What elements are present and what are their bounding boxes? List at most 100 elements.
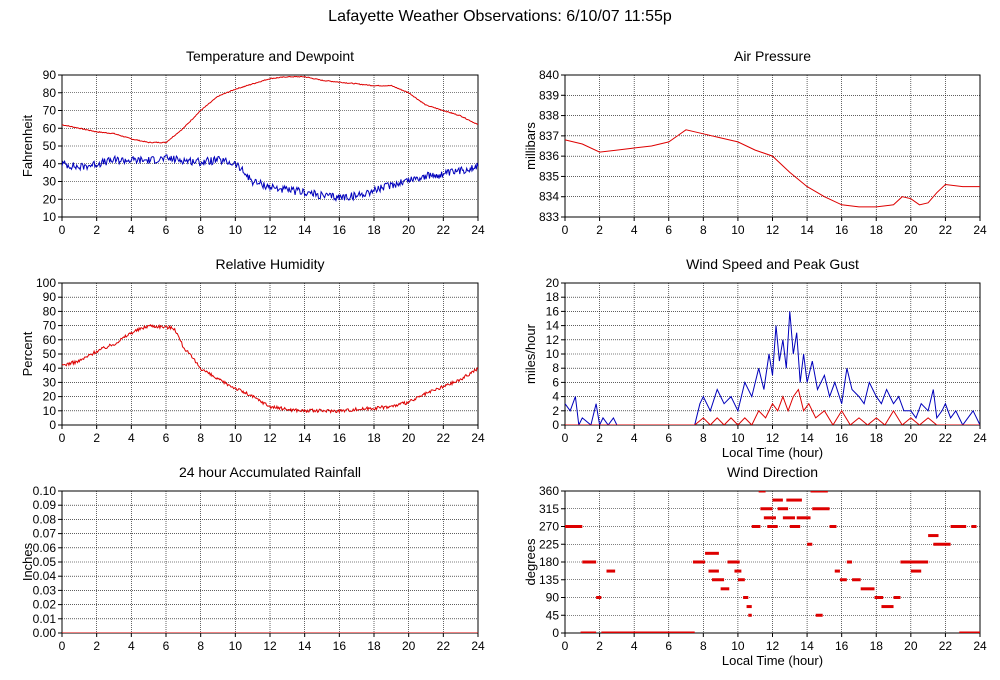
x-tick-label: 2 bbox=[596, 223, 603, 237]
y-tick-label: 14 bbox=[546, 319, 560, 333]
x-tick-label: 8 bbox=[700, 639, 707, 653]
y-tick-label: 30 bbox=[43, 175, 57, 189]
x-tick-label: 14 bbox=[800, 431, 814, 445]
x-tick-label: 18 bbox=[367, 639, 381, 653]
x-tick-label: 6 bbox=[163, 431, 170, 445]
chart-title: Wind Speed and Peak Gust bbox=[686, 256, 859, 272]
x-tick-label: 22 bbox=[939, 431, 953, 445]
y-tick-label: 60 bbox=[43, 333, 57, 347]
y-axis-label: Fahrenheit bbox=[20, 115, 35, 178]
x-tick-label: 16 bbox=[835, 431, 849, 445]
y-tick-label: 50 bbox=[43, 347, 57, 361]
x-tick-label: 16 bbox=[835, 223, 849, 237]
x-tick-label: 16 bbox=[333, 639, 347, 653]
series-line-1 bbox=[62, 154, 478, 202]
x-tick-label: 22 bbox=[437, 639, 451, 653]
x-tick-label: 2 bbox=[596, 431, 603, 445]
y-tick-label: 135 bbox=[539, 573, 559, 587]
y-tick-label: 0 bbox=[552, 626, 559, 640]
x-tick-label: 0 bbox=[59, 431, 66, 445]
x-tick-label: 6 bbox=[665, 223, 672, 237]
y-tick-label: 0 bbox=[49, 418, 56, 432]
y-axis-label: Inches bbox=[20, 542, 35, 581]
y-axis-label: millibars bbox=[523, 122, 538, 170]
x-tick-label: 0 bbox=[562, 223, 569, 237]
y-tick-label: 0.04 bbox=[33, 569, 57, 583]
x-tick-label: 14 bbox=[298, 223, 312, 237]
x-tick-label: 12 bbox=[766, 223, 780, 237]
x-tick-label: 12 bbox=[263, 639, 277, 653]
y-tick-label: 70 bbox=[43, 319, 57, 333]
x-tick-label: 24 bbox=[973, 431, 987, 445]
y-tick-label: 80 bbox=[43, 304, 57, 318]
y-tick-label: 840 bbox=[539, 68, 559, 82]
y-tick-label: 45 bbox=[546, 608, 560, 622]
x-tick-label: 4 bbox=[128, 431, 135, 445]
y-tick-label: 8 bbox=[552, 361, 559, 375]
x-tick-label: 10 bbox=[229, 223, 243, 237]
chart-title: Temperature and Dewpoint bbox=[186, 48, 354, 64]
chart-rainfall: 0 2 4 6 8 10 12 14 16 18 20 22 240.000.010.020.030.0… bbox=[20, 464, 485, 653]
y-tick-label: 30 bbox=[43, 375, 57, 389]
x-tick-label: 16 bbox=[835, 639, 849, 653]
y-tick-label: 225 bbox=[539, 537, 559, 551]
x-tick-label: 12 bbox=[766, 431, 780, 445]
y-tick-label: 839 bbox=[539, 88, 559, 102]
chart-wind: 0 2 4 6 8 10 12 14 16 18 20 22 2402468101214161820Wi… bbox=[523, 256, 987, 460]
y-tick-label: 180 bbox=[539, 555, 559, 569]
x-tick-label: 20 bbox=[904, 223, 918, 237]
chart-humidity: 0 2 4 6 8 10 12 14 16 18 20 22 240102030405060708090… bbox=[20, 256, 485, 445]
x-tick-label: 20 bbox=[402, 639, 416, 653]
x-tick-label: 2 bbox=[93, 223, 100, 237]
x-tick-label: 22 bbox=[939, 223, 953, 237]
chart-temperature: 0 2 4 6 8 10 12 14 16 18 20 22 24102030405060708090T… bbox=[20, 48, 485, 237]
x-tick-label: 12 bbox=[766, 639, 780, 653]
x-tick-label: 6 bbox=[163, 223, 170, 237]
series-line-1 bbox=[565, 388, 980, 425]
x-tick-label: 0 bbox=[562, 639, 569, 653]
y-tick-label: 0.06 bbox=[33, 541, 57, 555]
y-tick-label: 20 bbox=[546, 276, 560, 290]
chart-direction: 0 2 4 6 8 10 12 14 16 18 20 22 240459013518022527031… bbox=[523, 464, 987, 668]
x-tick-label: 0 bbox=[59, 639, 66, 653]
y-tick-label: 0.02 bbox=[33, 598, 57, 612]
x-tick-label: 2 bbox=[93, 431, 100, 445]
x-tick-label: 8 bbox=[700, 223, 707, 237]
x-tick-label: 18 bbox=[367, 431, 381, 445]
y-tick-label: 0.05 bbox=[33, 555, 57, 569]
y-tick-label: 833 bbox=[539, 210, 559, 224]
x-tick-label: 22 bbox=[939, 639, 953, 653]
y-tick-label: 100 bbox=[36, 276, 56, 290]
x-tick-label: 24 bbox=[973, 639, 987, 653]
y-tick-label: 20 bbox=[43, 192, 57, 206]
x-tick-label: 24 bbox=[973, 223, 987, 237]
x-tick-label: 2 bbox=[93, 639, 100, 653]
y-tick-label: 10 bbox=[546, 347, 560, 361]
chart-title: Relative Humidity bbox=[216, 256, 325, 272]
x-tick-label: 4 bbox=[128, 223, 135, 237]
x-tick-label: 6 bbox=[665, 639, 672, 653]
chart-title: Air Pressure bbox=[734, 48, 811, 64]
y-tick-label: 18 bbox=[546, 290, 560, 304]
x-tick-label: 4 bbox=[631, 223, 638, 237]
x-tick-label: 0 bbox=[59, 223, 66, 237]
x-axis-label: Local Time (hour) bbox=[722, 445, 823, 460]
y-tick-label: 40 bbox=[43, 361, 57, 375]
x-tick-label: 4 bbox=[128, 639, 135, 653]
x-tick-label: 14 bbox=[298, 431, 312, 445]
x-tick-label: 10 bbox=[229, 431, 243, 445]
y-tick-label: 16 bbox=[546, 304, 560, 318]
x-tick-label: 8 bbox=[700, 431, 707, 445]
y-tick-label: 0.03 bbox=[33, 583, 57, 597]
y-tick-label: 0.07 bbox=[33, 527, 57, 541]
chart-title: Wind Direction bbox=[727, 464, 818, 480]
x-tick-label: 18 bbox=[870, 223, 884, 237]
x-tick-label: 12 bbox=[263, 223, 277, 237]
x-tick-label: 20 bbox=[402, 223, 416, 237]
x-tick-label: 18 bbox=[870, 639, 884, 653]
x-tick-label: 4 bbox=[631, 639, 638, 653]
y-tick-label: 838 bbox=[539, 109, 559, 123]
page-title: Lafayette Weather Observations: 6/10/07 … bbox=[328, 8, 672, 25]
y-tick-label: 0 bbox=[552, 418, 559, 432]
